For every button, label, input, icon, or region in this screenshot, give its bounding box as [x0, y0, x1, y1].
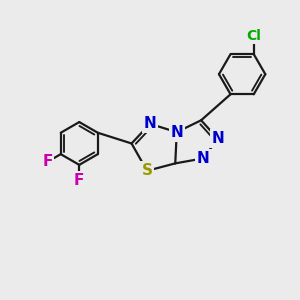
- Text: Cl: Cl: [246, 29, 261, 43]
- Text: F: F: [42, 154, 52, 169]
- Text: N: N: [170, 125, 183, 140]
- Text: N: N: [212, 131, 224, 146]
- Text: S: S: [142, 163, 152, 178]
- Text: N: N: [197, 151, 210, 166]
- Text: N: N: [144, 116, 156, 131]
- Text: F: F: [74, 173, 84, 188]
